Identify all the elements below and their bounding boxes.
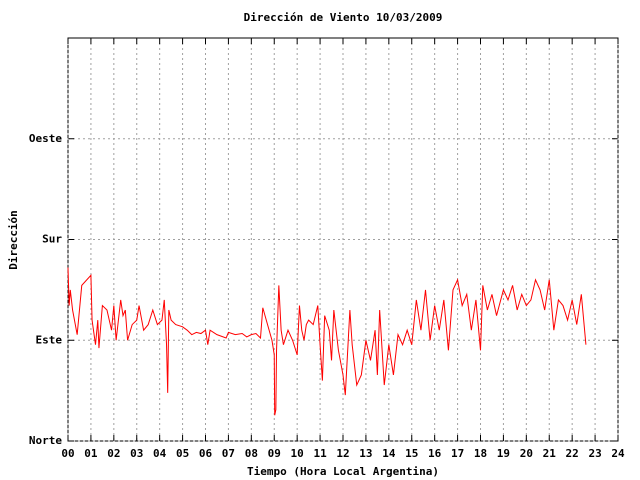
x-tick-label: 24 [611,447,625,460]
x-tick-label: 06 [199,447,213,460]
y-tick-label: Sur [42,233,62,246]
x-tick-label: 13 [359,447,372,460]
y-tick-label: Norte [29,434,62,447]
x-tick-label: 05 [176,447,189,460]
x-tick-label: 23 [588,447,601,460]
x-tick-label: 18 [474,447,487,460]
x-tick-label: 16 [428,447,442,460]
x-tick-label: 03 [130,447,143,460]
y-tick-label: Este [36,333,63,346]
x-tick-label: 17 [451,447,464,460]
x-tick-label: 04 [153,447,167,460]
x-tick-label: 08 [245,447,258,460]
x-axis-label: Tiempo (Hora Local Argentina) [247,465,439,478]
x-tick-label: 11 [313,447,327,460]
x-tick-label: 02 [107,447,120,460]
x-tick-label: 00 [61,447,74,460]
y-tick-label: Oeste [29,132,62,145]
x-tick-label: 10 [291,447,304,460]
x-tick-label: 01 [84,447,98,460]
data-line [67,267,587,416]
x-tick-label: 14 [382,447,396,460]
x-tick-label: 15 [405,447,418,460]
y-axis-label: Dirección [7,210,20,270]
chart-title: Dirección de Viento 10/03/2009 [244,11,443,24]
x-tick-label: 12 [336,447,349,460]
x-tick-label: 07 [222,447,235,460]
x-tick-label: 19 [497,447,510,460]
x-tick-label: 09 [268,447,281,460]
x-tick-label: 21 [543,447,557,460]
x-tick-label: 20 [520,447,533,460]
x-tick-label: 22 [566,447,579,460]
